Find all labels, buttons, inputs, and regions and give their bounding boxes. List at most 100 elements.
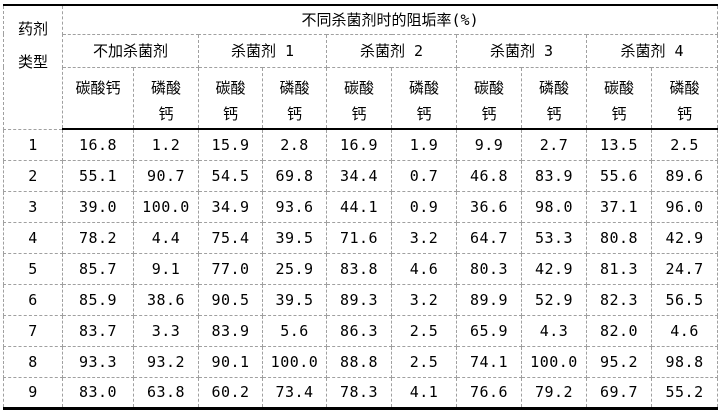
data-cell: 55.1 <box>62 159 134 192</box>
data-cell: 83.7 <box>62 314 134 347</box>
data-cell: 2.5 <box>391 314 457 347</box>
sub-header-caco3: 碳酸 钙 <box>456 66 522 130</box>
data-cell: 78.3 <box>326 376 392 409</box>
row-label: 7 <box>3 314 63 347</box>
table-row: 8 93.3 93.2 90.1 100.0 88.8 2.5 74.1 100.0 95.2 98… <box>3 345 719 378</box>
data-cell: 73.4 <box>262 376 327 409</box>
table-body: 1 16.8 1.2 15.9 2.8 16.9 1.9 9.9 2.7 13.5 2.5 2 55.1… <box>3 128 719 409</box>
data-cell: 34.4 <box>326 159 392 192</box>
row-label: 6 <box>3 283 63 316</box>
data-cell: 46.8 <box>456 159 522 192</box>
data-cell: 1.2 <box>133 128 199 161</box>
row-label: 4 <box>3 221 63 254</box>
data-cell: 88.8 <box>326 345 392 378</box>
data-cell: 90.1 <box>198 345 263 378</box>
table-row: 7 83.7 3.3 83.9 5.6 86.3 2.5 65.9 4.3 82.0 4.6 <box>3 314 719 347</box>
data-cell: 81.3 <box>586 252 652 285</box>
data-cell: 69.7 <box>586 376 652 409</box>
data-cell: 37.1 <box>586 190 652 223</box>
table-row: 5 85.7 9.1 77.0 25.9 83.8 4.6 80.3 42.9 81.3 24.7 <box>3 252 719 285</box>
row-label: 3 <box>3 190 63 223</box>
data-cell: 78.2 <box>62 221 134 254</box>
data-cell: 16.9 <box>326 128 392 161</box>
data-cell: 3.3 <box>133 314 199 347</box>
data-cell: 95.2 <box>586 345 652 378</box>
data-cell: 100.0 <box>521 345 587 378</box>
data-cell: 4.3 <box>521 314 587 347</box>
data-cell: 86.3 <box>326 314 392 347</box>
data-cell: 93.3 <box>62 345 134 378</box>
data-cell: 93.6 <box>262 190 327 223</box>
data-cell: 89.3 <box>326 283 392 316</box>
sub-header-capo4: 磷酸 钙 <box>391 66 457 130</box>
data-cell: 76.6 <box>456 376 522 409</box>
data-cell: 0.7 <box>391 159 457 192</box>
sub-header-capo4: 磷酸 钙 <box>133 66 199 130</box>
data-cell: 90.7 <box>133 159 199 192</box>
data-cell: 4.6 <box>650 314 719 347</box>
data-cell: 60.2 <box>198 376 263 409</box>
scale-inhibition-table: 药剂 类型 不同杀菌剂时的阻垢率(%) 不加杀菌剂 杀菌剂 1 杀菌剂 2 杀菌… <box>3 4 719 410</box>
data-cell: 93.2 <box>133 345 199 378</box>
data-cell: 1.9 <box>391 128 457 161</box>
data-cell: 100.0 <box>262 345 327 378</box>
data-cell: 85.7 <box>62 252 134 285</box>
group-header-biocide-2: 杀菌剂 2 <box>326 33 457 68</box>
group-header-no-biocide: 不加杀菌剂 <box>62 33 199 68</box>
data-cell: 2.7 <box>521 128 587 161</box>
data-cell: 80.8 <box>586 221 652 254</box>
title-row: 药剂 类型 不同杀菌剂时的阻垢率(%) <box>3 4 719 130</box>
group-header-biocide-4: 杀菌剂 4 <box>585 33 719 68</box>
data-cell: 36.6 <box>456 190 522 223</box>
data-cell: 54.5 <box>198 159 263 192</box>
data-cell: 0.9 <box>391 190 457 223</box>
row-label: 8 <box>3 345 63 378</box>
data-cell: 83.9 <box>198 314 263 347</box>
sub-header-caco3: 碳酸 钙 <box>586 66 652 130</box>
data-cell: 38.6 <box>133 283 199 316</box>
data-cell: 74.1 <box>456 345 522 378</box>
data-cell: 24.7 <box>650 252 719 285</box>
table-row: 3 39.0 100.0 34.9 93.6 44.1 0.9 36.6 98.0 37.1 96.… <box>3 190 719 223</box>
data-cell: 63.8 <box>133 376 199 409</box>
data-cell: 82.3 <box>586 283 652 316</box>
data-cell: 100.0 <box>133 190 199 223</box>
data-cell: 89.6 <box>650 159 719 192</box>
data-cell: 55.6 <box>586 159 652 192</box>
data-cell: 83.8 <box>326 252 392 285</box>
data-cell: 2.5 <box>391 345 457 378</box>
sub-header-capo4: 磷酸 钙 <box>650 66 719 130</box>
data-cell: 64.7 <box>456 221 522 254</box>
sub-header-row: 碳酸钙 磷酸 钙 碳酸 钙 磷酸 钙 碳酸 钙 磷酸 钙 碳酸 钙 磷酸 钙 碳… <box>4 66 719 130</box>
corner-header: 药剂 类型 <box>3 4 63 130</box>
data-cell: 3.2 <box>391 221 457 254</box>
data-cell: 85.9 <box>62 283 134 316</box>
data-cell: 75.4 <box>198 221 263 254</box>
data-cell: 42.9 <box>521 252 587 285</box>
data-cell: 44.1 <box>326 190 392 223</box>
data-cell: 80.3 <box>456 252 522 285</box>
row-label: 1 <box>3 128 63 161</box>
data-cell: 15.9 <box>198 128 263 161</box>
data-cell: 9.9 <box>456 128 522 161</box>
data-cell: 2.8 <box>262 128 327 161</box>
data-cell: 39.5 <box>262 221 327 254</box>
table-row: 6 85.9 38.6 90.5 39.5 89.3 3.2 89.9 52.9 82.3 56.5 <box>3 283 719 316</box>
sub-header-capo4: 磷酸 钙 <box>262 66 327 130</box>
data-cell: 55.2 <box>650 376 719 409</box>
group-header-row: 不加杀菌剂 杀菌剂 1 杀菌剂 2 杀菌剂 3 杀菌剂 4 <box>4 33 719 68</box>
data-cell: 65.9 <box>456 314 522 347</box>
data-cell: 34.9 <box>198 190 263 223</box>
group-header-biocide-1: 杀菌剂 1 <box>198 33 327 68</box>
sub-header-caco3: 碳酸 钙 <box>326 66 392 130</box>
document-page: 药剂 类型 不同杀菌剂时的阻垢率(%) 不加杀菌剂 杀菌剂 1 杀菌剂 2 杀菌… <box>0 4 721 415</box>
table-row: 9 83.0 63.8 60.2 73.4 78.3 4.1 76.6 79.2 69.7 55.2 <box>3 376 719 409</box>
table-row: 2 55.1 90.7 54.5 69.8 34.4 0.7 46.8 83.9 55.6 89.6 <box>3 159 719 192</box>
sub-header-caco3: 碳酸钙 <box>62 66 134 130</box>
data-cell: 82.0 <box>586 314 652 347</box>
data-cell: 90.5 <box>198 283 263 316</box>
sub-header-capo4: 磷酸 钙 <box>521 66 587 130</box>
data-cell: 52.9 <box>521 283 587 316</box>
data-cell: 4.1 <box>391 376 457 409</box>
data-cell: 3.2 <box>391 283 457 316</box>
